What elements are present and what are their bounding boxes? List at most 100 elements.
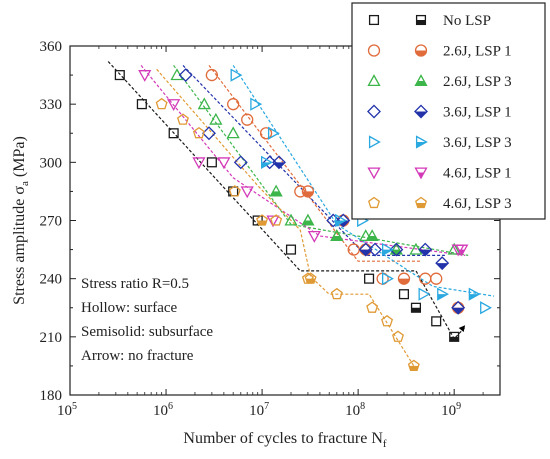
data-point-outline — [250, 97, 263, 111]
data-point-outline — [330, 287, 343, 300]
y-tick-label: 210 — [40, 330, 63, 346]
data-point — [284, 213, 298, 226]
data-point — [468, 287, 481, 301]
data-point — [397, 272, 411, 285]
data-point-outline — [259, 127, 273, 140]
data-point-fill — [331, 236, 343, 241]
annotation-line: Hollow: surface — [81, 300, 178, 316]
data-point — [138, 70, 152, 82]
data-point — [365, 229, 379, 242]
data-point — [285, 244, 297, 255]
data-point-outline — [418, 287, 431, 301]
data-point-outline — [381, 272, 394, 286]
legend-marker-hollow — [367, 74, 381, 87]
legend-marker-hollow-outline — [368, 135, 381, 149]
data-point-fill — [305, 278, 316, 284]
legend-box — [351, 2, 546, 220]
data-point-fill — [452, 307, 465, 314]
legend-marker-hollow — [368, 14, 380, 26]
data-point-outline — [217, 157, 231, 170]
data-point-outline — [284, 213, 298, 226]
data-point-outline — [270, 214, 283, 226]
data-point-outline — [262, 155, 277, 170]
data-point — [176, 113, 189, 125]
data-point — [389, 242, 404, 257]
data-point — [259, 127, 273, 140]
data-point-outline — [168, 128, 179, 139]
data-point — [240, 186, 254, 199]
data-point-outline — [381, 315, 394, 327]
legend-marker-solid — [415, 196, 427, 209]
data-point-fill — [449, 336, 459, 342]
data-point — [418, 287, 431, 301]
legend-label: 3.6J, LSP 3 — [443, 135, 512, 151]
y-tick-label: 180 — [40, 388, 63, 404]
data-point-outline — [261, 155, 273, 169]
y-tick-label: 330 — [40, 97, 63, 113]
data-point-outline — [176, 113, 189, 125]
data-point-outline — [192, 126, 205, 139]
annotation-block: Stress ratio R=0.5 Hollow: surface Semisol… — [81, 276, 213, 364]
data-point — [455, 244, 469, 257]
data-point — [418, 242, 433, 257]
data-point-outline — [358, 242, 373, 257]
legend-marker-solid — [415, 14, 427, 26]
data-point — [480, 301, 492, 315]
data-point — [451, 300, 466, 315]
data-point — [391, 330, 404, 342]
data-point-fill — [359, 249, 372, 256]
data-point — [435, 256, 450, 271]
data-point-outline — [480, 301, 492, 315]
y-tick-label: 360 — [40, 39, 63, 55]
x-tick-label: 109 — [441, 401, 461, 419]
x-tick-label: 107 — [249, 401, 269, 419]
legend-marker-solid-outline — [414, 167, 428, 180]
legend-marker-solid — [415, 135, 428, 149]
legend-marker-solid-outline — [414, 44, 428, 57]
data-point-outline — [449, 331, 460, 342]
data-point-fill — [437, 294, 448, 300]
data-point-outline — [197, 97, 211, 110]
data-point — [364, 273, 375, 284]
data-point — [366, 301, 379, 313]
annotation-line: Stress ratio R=0.5 — [81, 276, 189, 292]
data-point-fill — [270, 191, 282, 196]
data-point-outline — [326, 213, 341, 228]
axis-labels: Number of cycles to fracture Nf Stress a… — [11, 136, 387, 450]
data-point — [197, 97, 211, 110]
data-point-outline — [410, 302, 422, 313]
data-point-outline — [431, 316, 442, 327]
data-point-outline — [447, 242, 461, 255]
data-point — [267, 126, 280, 140]
data-point-outline — [359, 229, 373, 242]
data-point — [226, 126, 240, 139]
data-point-outline — [266, 215, 280, 228]
data-point — [167, 99, 181, 112]
y-axis-label: Stress amplitude σa (MPa) — [11, 136, 31, 305]
legend-marker-solid-fill — [415, 81, 427, 86]
fit-line — [208, 65, 421, 262]
legend-marker-solid-outline — [414, 74, 428, 87]
data-point — [217, 157, 231, 170]
legend: No LSP 2.6J, LSP 1 2.6J, LSP 3 3.6J, LSP 1 3… — [351, 2, 546, 220]
data-point — [241, 113, 254, 126]
data-point-outline — [301, 185, 315, 198]
no-fracture-arrow — [458, 325, 466, 333]
data-point — [114, 70, 125, 81]
legend-marker-solid — [414, 74, 428, 87]
data-point-fill — [366, 236, 378, 241]
data-point — [410, 302, 422, 313]
legend-marker-solid-fill — [414, 111, 428, 118]
data-point-outline — [256, 214, 269, 226]
data-point — [192, 157, 206, 170]
data-point — [261, 155, 273, 169]
data-point — [381, 315, 394, 327]
fit-line — [232, 65, 495, 297]
data-point-outline — [430, 272, 443, 285]
data-point — [269, 184, 283, 197]
legend-marker-solid-outline — [415, 196, 427, 209]
data-point — [250, 97, 263, 111]
data-point-outline — [468, 287, 481, 301]
data-point — [409, 242, 423, 255]
data-point — [358, 242, 373, 257]
